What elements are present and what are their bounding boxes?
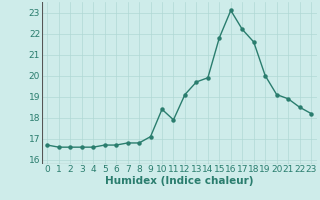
X-axis label: Humidex (Indice chaleur): Humidex (Indice chaleur) [105,176,253,186]
